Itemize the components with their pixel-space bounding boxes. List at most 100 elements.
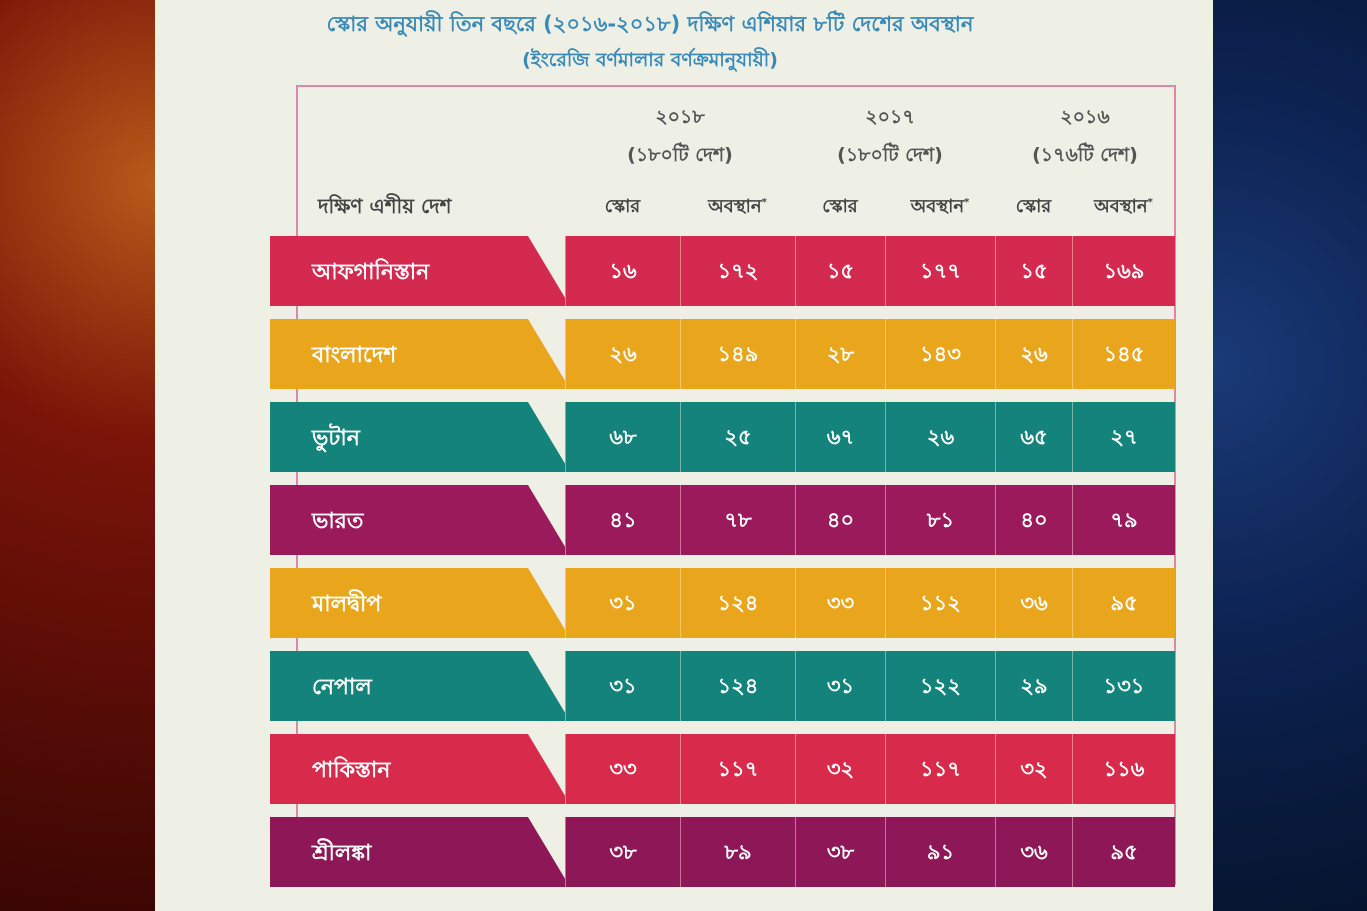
score-cell: ২৯ bbox=[995, 651, 1072, 721]
rank-label: অবস্থান bbox=[910, 196, 965, 217]
rank-cell: ১৭৭ bbox=[885, 236, 995, 306]
score-cell: ৩৬ bbox=[995, 817, 1072, 887]
table-row: পাকিস্তান ৩৩ ১১৭ ৩২ ১১৭ ৩২ ১১৬ bbox=[270, 734, 1175, 804]
rank-column-header: অবস্থান* bbox=[885, 192, 995, 223]
rank-cell: ১৪৩ bbox=[885, 319, 995, 389]
score-label: স্কোর bbox=[822, 196, 858, 217]
footnote-mark: * bbox=[964, 197, 970, 208]
rank-cell: ৭৯ bbox=[1072, 485, 1175, 555]
rank-cell: ১১৬ bbox=[1072, 734, 1175, 804]
country-name: ভারত bbox=[312, 509, 364, 534]
country-name: পাকিস্তান bbox=[312, 758, 391, 783]
background-right bbox=[1213, 0, 1367, 911]
country-name: ভুটান bbox=[312, 426, 360, 451]
score-column-header: স্কোর bbox=[565, 192, 680, 223]
score-cell: ৩১ bbox=[795, 651, 885, 721]
table-row: ভুটান ৬৮ ২৫ ৬৭ ২৬ ৬৫ ২৭ bbox=[270, 402, 1175, 472]
background-left bbox=[0, 0, 155, 911]
score-cell: ১৫ bbox=[795, 236, 885, 306]
country-band: ভুটান bbox=[270, 402, 570, 472]
score-cell: ৪০ bbox=[995, 485, 1072, 555]
year-header-2016: ২০১৬ (১৭৬টি দেশ) bbox=[985, 98, 1185, 174]
score-cell: ২৮ bbox=[795, 319, 885, 389]
score-cell: ৬৭ bbox=[795, 402, 885, 472]
rank-cell: ৯১ bbox=[885, 817, 995, 887]
score-column-header: স্কোর bbox=[795, 192, 885, 223]
score-column-header: স্কোর bbox=[995, 192, 1072, 223]
year-label: ২০১৬ bbox=[1060, 106, 1110, 128]
country-band: বাংলাদেশ bbox=[270, 319, 570, 389]
score-cell: ৪১ bbox=[565, 485, 680, 555]
rank-cell: ১৪৫ bbox=[1072, 319, 1175, 389]
table-row: বাংলাদেশ ২৬ ১৪৯ ২৮ ১৪৩ ২৬ ১৪৫ bbox=[270, 319, 1175, 389]
score-cell: ৩১ bbox=[565, 568, 680, 638]
rank-cell: ১২৪ bbox=[680, 568, 795, 638]
rank-label: অবস্থান bbox=[1094, 196, 1148, 217]
country-band: আফগানিস্তান bbox=[270, 236, 570, 306]
rank-cell: ১১৭ bbox=[680, 734, 795, 804]
score-cell: ৪০ bbox=[795, 485, 885, 555]
rank-cell: ১৩১ bbox=[1072, 651, 1175, 721]
rank-cell: ২৬ bbox=[885, 402, 995, 472]
score-cell: ৬৮ bbox=[565, 402, 680, 472]
rank-cell: ১৬৯ bbox=[1072, 236, 1175, 306]
rank-cell: ৮১ bbox=[885, 485, 995, 555]
table-row: শ্রীলঙ্কা ৩৮ ৮৯ ৩৮ ৯১ ৩৬ ৯৫ bbox=[270, 817, 1175, 887]
table-subtitle: (ইংরেজি বর্ণমালার বর্ণক্রমানুযায়ী) bbox=[522, 49, 778, 71]
country-name: বাংলাদেশ bbox=[312, 343, 397, 368]
rank-cell: ১২৪ bbox=[680, 651, 795, 721]
score-cell: ৩৬ bbox=[995, 568, 1072, 638]
country-name: আফগানিস্তান bbox=[312, 260, 430, 285]
score-cell: ৩৩ bbox=[795, 568, 885, 638]
rank-cell: ৮৯ bbox=[680, 817, 795, 887]
score-label: স্কোর bbox=[604, 196, 641, 217]
country-count: (১৭৬টি দেশ) bbox=[1032, 144, 1138, 166]
year-label: ২০১৮ bbox=[655, 106, 705, 128]
table-row: আফগানিস্তান ১৬ ১৭২ ১৫ ১৭৭ ১৫ ১৬৯ bbox=[270, 236, 1175, 306]
country-band: পাকিস্তান bbox=[270, 734, 570, 804]
rank-cell: ১৪৯ bbox=[680, 319, 795, 389]
footnote-mark: * bbox=[761, 197, 767, 208]
score-cell: ৩৩ bbox=[565, 734, 680, 804]
year-label: ২০১৭ bbox=[865, 106, 915, 128]
country-name: শ্রীলঙ্কা bbox=[312, 841, 372, 866]
score-cell: ১৫ bbox=[995, 236, 1072, 306]
score-cell: ১৬ bbox=[565, 236, 680, 306]
table-row: ভারত ৪১ ৭৮ ৪০ ৮১ ৪০ ৭৯ bbox=[270, 485, 1175, 555]
table-row: নেপাল ৩১ ১২৪ ৩১ ১২২ ২৯ ১৩১ bbox=[270, 651, 1175, 721]
score-cell: ৩১ bbox=[565, 651, 680, 721]
rank-cell: ৯৫ bbox=[1072, 568, 1175, 638]
score-label: স্কোর bbox=[1015, 196, 1052, 217]
rank-column-header: অবস্থান* bbox=[680, 192, 795, 223]
rank-cell: ১১৭ bbox=[885, 734, 995, 804]
score-cell: ৩২ bbox=[795, 734, 885, 804]
footnote-mark: * bbox=[1147, 197, 1153, 208]
country-column-header: দক্ষিণ এশীয় দেশ bbox=[318, 194, 452, 218]
rank-cell: ১৭২ bbox=[680, 236, 795, 306]
country-band: ভারত bbox=[270, 485, 570, 555]
country-band: শ্রীলঙ্কা bbox=[270, 817, 570, 887]
score-cell: ৩৮ bbox=[565, 817, 680, 887]
rank-label: অবস্থান bbox=[708, 196, 762, 217]
score-cell: ৩৮ bbox=[795, 817, 885, 887]
country-name: মালদ্বীপ bbox=[312, 592, 382, 617]
rank-cell: ৯৫ bbox=[1072, 817, 1175, 887]
score-cell: ৩২ bbox=[995, 734, 1072, 804]
country-name: নেপাল bbox=[312, 675, 372, 700]
year-header-2017: ২০১৭ (১৮০টি দেশ) bbox=[790, 98, 990, 174]
rank-cell: ২৫ bbox=[680, 402, 795, 472]
country-band: মালদ্বীপ bbox=[270, 568, 570, 638]
table-row: মালদ্বীপ ৩১ ১২৪ ৩৩ ১১২ ৩৬ ৯৫ bbox=[270, 568, 1175, 638]
score-cell: ৬৫ bbox=[995, 402, 1072, 472]
table-title: স্কোর অনুযায়ী তিন বছরে (২০১৬-২০১৮) দক্ষ… bbox=[326, 12, 974, 36]
rank-cell: ৭৮ bbox=[680, 485, 795, 555]
country-count: (১৮০টি দেশ) bbox=[837, 144, 943, 166]
country-count: (১৮০টি দেশ) bbox=[627, 144, 733, 166]
score-cell: ২৬ bbox=[565, 319, 680, 389]
country-band: নেপাল bbox=[270, 651, 570, 721]
rank-column-header: অবস্থান* bbox=[1072, 192, 1175, 223]
rank-cell: ২৭ bbox=[1072, 402, 1175, 472]
rank-cell: ১২২ bbox=[885, 651, 995, 721]
score-cell: ২৬ bbox=[995, 319, 1072, 389]
year-header-2018: ২০১৮ (১৮০টি দেশ) bbox=[580, 98, 780, 174]
